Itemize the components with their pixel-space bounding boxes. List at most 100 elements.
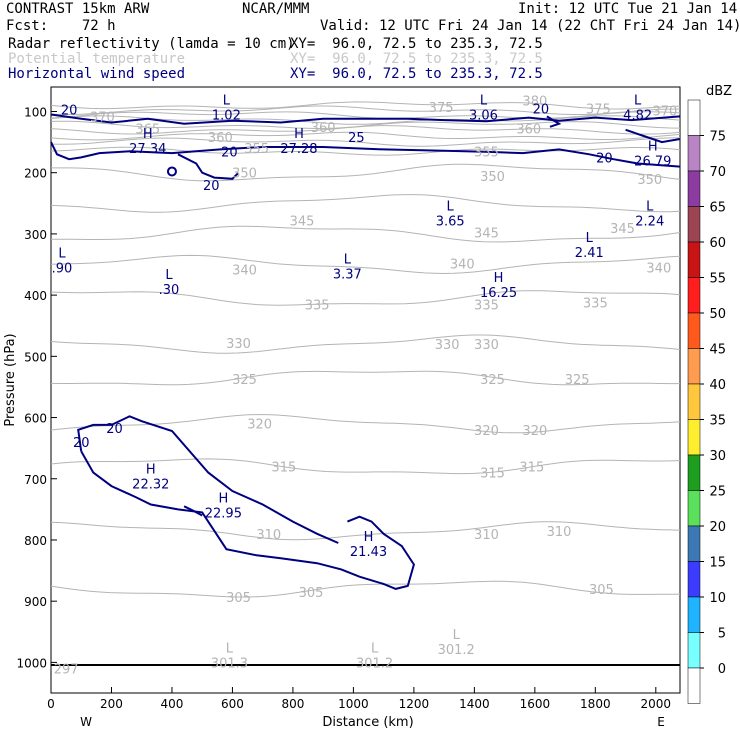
theta-label: 315 bbox=[519, 461, 544, 476]
extremum-value: 3.06 bbox=[469, 108, 498, 123]
theta-label: 305 bbox=[299, 586, 324, 601]
extremum-value: 22.95 bbox=[205, 506, 242, 521]
extremum-type: H bbox=[364, 530, 374, 545]
extremum-value: .90 bbox=[52, 261, 73, 276]
axes: 100 200 300 400 500 600 700 800 900 1000 0 200 400 60… bbox=[16, 105, 671, 711]
theta-line bbox=[51, 163, 681, 182]
colorbar-swatch bbox=[687, 525, 701, 562]
y-tick-label: 700 bbox=[24, 473, 47, 487]
extremum-type: L bbox=[371, 641, 379, 656]
theta-label: 305 bbox=[226, 591, 251, 606]
wind-contour bbox=[183, 505, 203, 517]
theta-label: 360 bbox=[516, 123, 541, 138]
extremum-type: L bbox=[223, 93, 231, 108]
colorbar-label: 55 bbox=[709, 272, 726, 287]
theta-label: 325 bbox=[232, 373, 257, 388]
wind-label: 20 bbox=[73, 436, 90, 451]
field-theta-xy: XY= 96.0, 72.5 to 235.3, 72.5 bbox=[290, 51, 543, 67]
theta-line bbox=[50, 521, 681, 541]
field-theta-name: Potential temperature bbox=[8, 51, 186, 67]
field-wind-name: Horizontal wind speed bbox=[8, 66, 186, 82]
theta-label: 340 bbox=[646, 262, 671, 277]
x-tick-label: 2000 bbox=[641, 697, 672, 711]
extremum-value: 16.25 bbox=[480, 286, 517, 301]
colorbar-swatch bbox=[687, 135, 701, 172]
extremum-value: .30 bbox=[159, 283, 180, 298]
theta-labels: 370 365 360 360 355 355 375 380 360 375 370 350 350 3… bbox=[54, 94, 678, 677]
colorbar-swatch bbox=[687, 419, 701, 456]
west-label: W bbox=[80, 715, 92, 729]
theta-label: 320 bbox=[522, 424, 547, 439]
x-tick-label: 400 bbox=[161, 697, 184, 711]
model-title: CONTRAST 15km ARW bbox=[6, 1, 150, 17]
theta-label: 375 bbox=[429, 101, 454, 116]
colorbar-swatch bbox=[687, 454, 701, 491]
theta-line bbox=[50, 131, 681, 141]
wind-speed-contours bbox=[50, 113, 681, 590]
colorbar-label: 50 bbox=[709, 307, 726, 322]
extremum-type: L bbox=[453, 628, 461, 643]
wind-contour bbox=[166, 166, 177, 177]
extremum-type: L bbox=[58, 246, 66, 261]
theta-line bbox=[50, 458, 681, 475]
theta-label: 360 bbox=[311, 121, 336, 136]
x-tick-label: 0 bbox=[47, 697, 55, 711]
theta-line bbox=[50, 580, 680, 598]
theta-line bbox=[50, 137, 680, 147]
colorbar-swatch bbox=[687, 312, 701, 349]
extremum-type: L bbox=[586, 231, 594, 246]
theta-label: 375 bbox=[586, 102, 611, 117]
extremum-value: 27.34 bbox=[129, 142, 166, 157]
wind-label: 20 bbox=[61, 104, 78, 119]
colorbar-label: 60 bbox=[709, 236, 726, 251]
plot-frame bbox=[50, 86, 681, 694]
theta-line bbox=[50, 194, 681, 213]
extremum-type: L bbox=[344, 253, 352, 268]
y-tick-label: 300 bbox=[24, 228, 47, 242]
theta-label: 325 bbox=[565, 373, 590, 388]
extremum-value: 2.24 bbox=[635, 214, 664, 229]
colorbar-swatch bbox=[687, 490, 701, 527]
colorbar-label: 10 bbox=[709, 591, 726, 606]
wind-label: 20 bbox=[596, 151, 613, 166]
extremum-type: H bbox=[494, 271, 504, 286]
theta-label: 330 bbox=[435, 338, 460, 353]
colorbar-swatch bbox=[687, 206, 701, 243]
colorbar-label: 5 bbox=[718, 627, 726, 642]
theta-label: 315 bbox=[271, 461, 296, 476]
theta-label: 340 bbox=[450, 257, 475, 272]
theta-label: 297 bbox=[54, 663, 79, 678]
theta-label: 325 bbox=[480, 373, 505, 388]
y-tick-label: 600 bbox=[24, 412, 47, 426]
y-tick-label: 500 bbox=[24, 350, 47, 364]
colorbar-swatch bbox=[687, 170, 701, 207]
theta-label: 345 bbox=[290, 214, 315, 229]
wind-label: 25 bbox=[348, 131, 365, 146]
colorbar-label: 25 bbox=[709, 485, 726, 500]
theta-label: 335 bbox=[474, 298, 499, 313]
y-tick-label: 100 bbox=[24, 105, 47, 119]
colorbar-label: 35 bbox=[709, 414, 726, 429]
extremum-type: H bbox=[648, 139, 658, 154]
organization-label: NCAR/MMM bbox=[242, 1, 310, 17]
theta-line bbox=[50, 111, 681, 119]
extremum-type: H bbox=[146, 463, 156, 478]
x-tick-label: 1400 bbox=[459, 697, 490, 711]
field-wind-xy: XY= 96.0, 72.5 to 235.3, 72.5 bbox=[290, 66, 543, 82]
theta-label: 355 bbox=[474, 145, 499, 160]
extremum-value: 3.65 bbox=[436, 214, 465, 229]
x-axis-label: Distance (km) bbox=[322, 715, 413, 730]
theta-line bbox=[50, 370, 680, 386]
theta-label: 330 bbox=[226, 337, 251, 352]
x-tick-label: 600 bbox=[221, 697, 244, 711]
wind-labels: 20 25 20 20 20 20 20 20 bbox=[61, 102, 613, 451]
extremum-value: 301.2 bbox=[356, 656, 393, 671]
wind-contour bbox=[50, 141, 681, 168]
extremum-value: 22.32 bbox=[132, 478, 169, 493]
theta-label: 345 bbox=[610, 222, 635, 237]
extremum-value: 301.2 bbox=[438, 643, 475, 658]
y-tick-label: 200 bbox=[24, 167, 47, 181]
theta-line bbox=[50, 254, 681, 275]
